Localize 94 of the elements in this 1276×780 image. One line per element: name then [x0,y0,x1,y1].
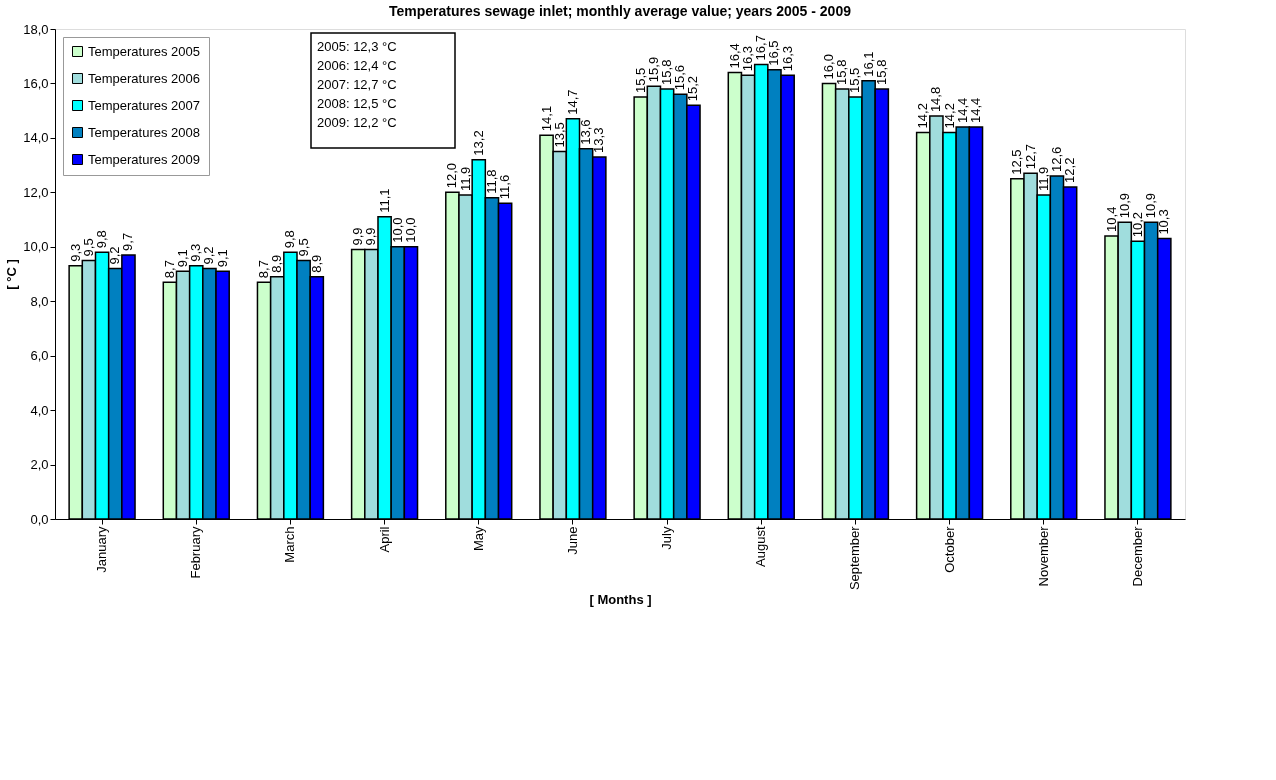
annotation: 2009: 12,2 °C [317,115,397,130]
data-label: 9,1 [175,249,191,268]
x-tick-label: December [1129,525,1145,587]
x-tick-label: February [188,526,204,579]
data-label: 8,7 [256,260,272,279]
data-label: 13,5 [551,122,567,148]
data-label: 15,8 [659,59,675,85]
data-label: 8,7 [161,260,177,279]
data-label: 15,5 [847,67,863,94]
y-tick-label: 10,0 [23,239,49,255]
data-label: 10,0 [402,217,418,243]
data-label: 9,9 [350,227,366,246]
y-tick-label: 4,0 [30,402,49,418]
data-label: 14,4 [967,97,983,123]
data-label: 9,7 [120,232,136,251]
data-label: 15,9 [645,56,661,83]
data-label: 14,1 [538,105,554,132]
data-label: 13,2 [470,130,486,156]
data-label: 13,6 [578,119,594,145]
annotation: 2008: 12,5 °C [317,96,397,111]
data-label: 16,1 [860,51,876,77]
y-tick-label: 12,0 [23,184,49,200]
legend-label: Temperatures 2009 [88,151,201,167]
y-axis-title: [ °C ] [4,259,20,290]
x-tick-label: July [659,526,675,550]
data-label: 12,0 [444,163,460,189]
x-tick-label: June [564,526,580,555]
data-label: 16,5 [766,40,782,66]
y-tick-label: 14,0 [23,130,49,146]
data-label: 12,2 [1062,157,1078,183]
y-tick-label: 6,0 [30,348,49,364]
data-label: 12,5 [1009,149,1025,175]
data-label: 13,3 [591,127,607,153]
data-label: 10,4 [1103,206,1119,232]
data-label: 16,7 [753,35,769,61]
y-tick-label: 16,0 [23,75,49,91]
x-tick-label: November [1035,525,1051,587]
x-tick-label: April [376,526,392,553]
data-label: 15,2 [685,75,701,102]
data-label: 9,2 [107,246,123,265]
data-label: 10,9 [1116,192,1132,219]
data-label: 15,5 [632,67,648,94]
data-label: 9,5 [295,238,311,257]
x-tick-label: January [94,526,110,573]
legend-label: Temperatures 2008 [88,124,201,140]
legend-label: Temperatures 2005 [88,43,201,59]
legend-label: Temperatures 2006 [88,70,201,86]
data-label: 9,8 [282,230,298,249]
data-label: 11,1 [376,188,392,213]
data-label: 16,4 [726,43,742,69]
data-label: 11,6 [497,174,513,200]
data-label: 9,5 [80,238,96,257]
data-label: 8,9 [308,254,324,273]
data-label: 14,7 [564,89,580,115]
annotation: 2005: 12,3 °C [317,39,397,54]
x-tick-label: May [470,526,486,552]
y-tick-label: 2,0 [30,457,49,473]
annotation: 2007: 12,7 °C [317,77,397,92]
x-tick-label: August [753,526,769,567]
chart-title: Temperatures sewage inlet; monthly average value; years 2005 - 2009 [389,3,852,19]
data-label: 11,9 [1035,166,1051,192]
data-label: 14,2 [915,103,931,129]
data-label: 15,8 [873,59,889,85]
data-label: 16,0 [821,54,837,80]
annotation: 2006: 12,4 °C [317,58,397,73]
y-tick-label: 8,0 [30,293,49,309]
data-label: 10,2 [1129,212,1145,238]
x-tick-label: March [282,526,298,563]
data-label: 9,8 [94,230,110,249]
data-label: 15,8 [834,59,850,85]
data-label: 16,3 [779,45,795,72]
legend-label: Temperatures 2007 [88,97,201,113]
x-tick-label: October [941,525,957,573]
x-axis-title: [ Months ] [589,592,652,608]
data-label: 12,7 [1022,143,1038,170]
data-label: 9,1 [214,249,230,268]
data-label: 9,3 [188,243,204,262]
y-tick-label: 0,0 [30,511,49,527]
data-label: 9,3 [67,243,83,262]
data-label: 14,2 [941,103,957,129]
data-label: 8,9 [269,254,285,273]
y-tick-label: 18,0 [23,21,49,37]
data-label: 14,8 [928,86,944,113]
data-label: 10,9 [1143,192,1159,219]
data-label: 10,3 [1156,209,1172,235]
data-label: 11,8 [483,169,499,194]
data-label: 9,9 [363,227,379,246]
data-label: 10,0 [389,217,405,243]
data-label: 16,3 [740,45,756,72]
data-label: 11,9 [457,166,473,192]
data-label: 12,6 [1048,146,1064,172]
data-label: 9,2 [201,246,217,265]
data-label: 15,6 [672,65,688,91]
x-tick-label: September [847,525,863,591]
